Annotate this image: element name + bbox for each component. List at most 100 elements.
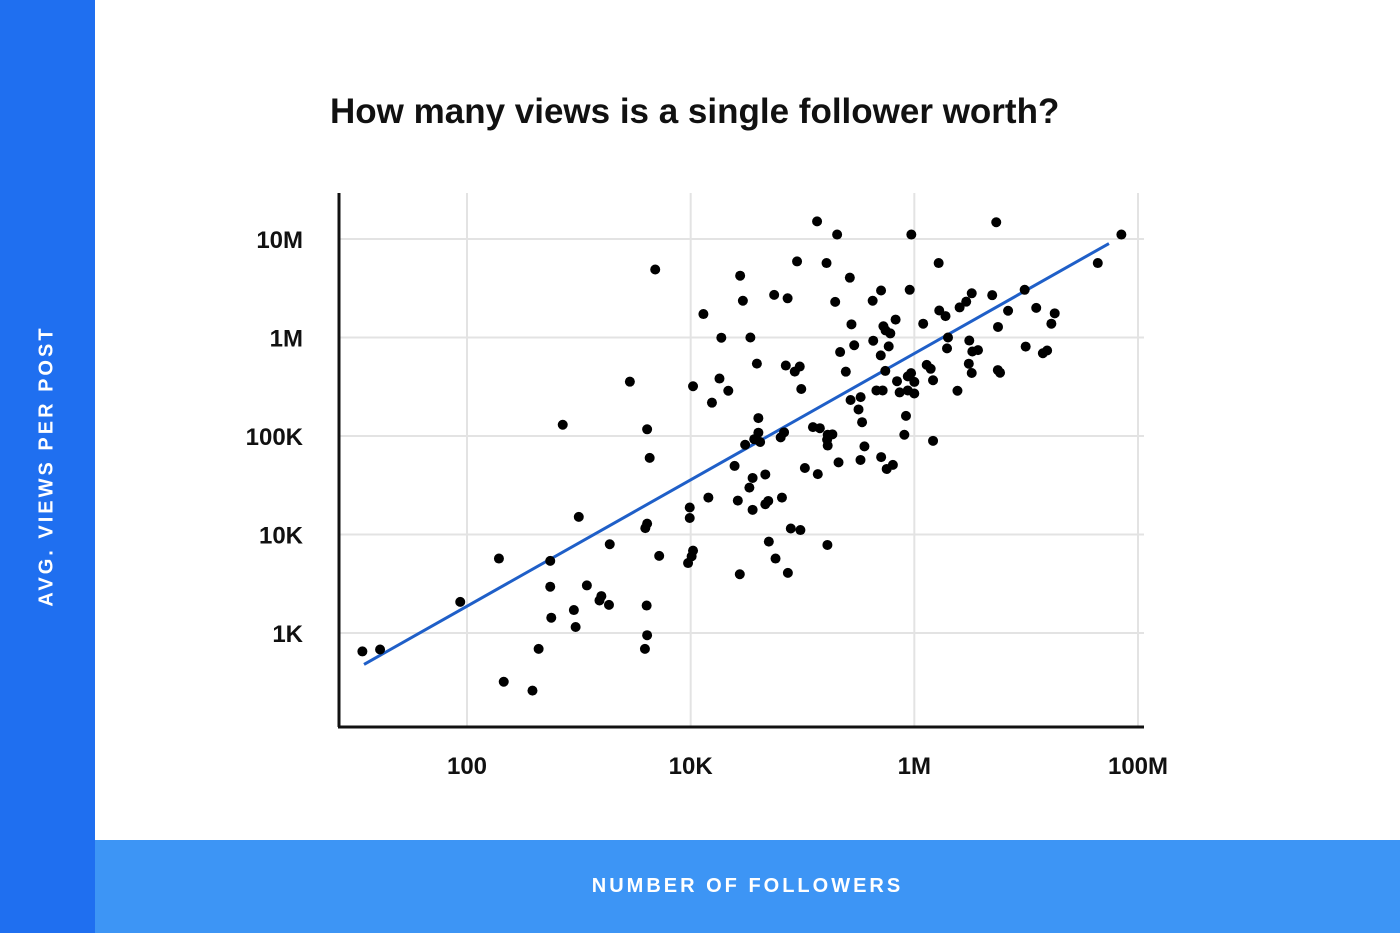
data-point (928, 435, 939, 446)
x-tick-labels: 100 10K 1M 100M (447, 753, 1168, 780)
data-point (642, 630, 653, 641)
data-point (795, 525, 806, 536)
trendline (363, 242, 1110, 666)
data-point (753, 413, 764, 424)
data-point (894, 387, 905, 398)
data-point (991, 217, 1002, 228)
data-point (933, 258, 944, 269)
data-point (995, 367, 1006, 378)
data-point (745, 332, 756, 343)
data-point (849, 340, 860, 351)
data-point (1046, 318, 1057, 329)
data-point (954, 302, 965, 313)
data-point (827, 429, 838, 440)
data-point (928, 375, 939, 386)
data-point (1031, 302, 1042, 313)
axes (337, 193, 1144, 729)
data-point (853, 404, 864, 415)
data-point (650, 264, 661, 275)
data-point (877, 385, 888, 396)
data-point (782, 567, 793, 578)
data-point (546, 612, 557, 623)
data-point (527, 685, 538, 696)
data-point (796, 384, 807, 395)
data-point (952, 385, 963, 396)
data-point (1049, 308, 1060, 319)
data-point (876, 285, 887, 296)
data-point (883, 341, 894, 352)
data-point (642, 518, 653, 529)
x-tick-label: 100 (447, 753, 487, 780)
data-point (769, 289, 780, 300)
data-point (498, 676, 509, 687)
data-point (857, 417, 868, 428)
data-point (909, 388, 920, 399)
data-point (890, 314, 901, 325)
data-point (776, 492, 787, 503)
data-point (596, 591, 607, 602)
data-point (899, 429, 910, 440)
data-point (794, 361, 805, 372)
x-tick-label: 100M (1108, 753, 1168, 780)
data-point (779, 427, 790, 438)
x-axis-label: NUMBER OF FOLLOWERS (591, 875, 904, 897)
data-point (570, 622, 581, 633)
data-point (581, 580, 592, 591)
data-point (973, 345, 984, 356)
data-point (900, 410, 911, 421)
data-point (1092, 258, 1103, 269)
data-point (624, 376, 635, 387)
data-points (357, 216, 1127, 696)
data-point (963, 358, 974, 369)
x-axis-label-panel: NUMBER OF FOLLOWERS (95, 840, 1400, 933)
data-point (812, 469, 823, 480)
data-point (782, 293, 793, 304)
data-point (799, 463, 810, 474)
data-point (875, 350, 886, 361)
data-point (740, 439, 751, 450)
data-point (822, 539, 833, 550)
data-point (735, 270, 746, 281)
data-point (942, 332, 953, 343)
data-point (1019, 284, 1030, 295)
data-point (909, 376, 920, 387)
data-point (747, 504, 758, 515)
data-point (744, 482, 755, 493)
data-point (887, 459, 898, 470)
y-tick-label: 10M (256, 227, 303, 254)
data-point (734, 569, 745, 580)
data-point (714, 373, 725, 384)
data-point (876, 452, 887, 463)
data-point (966, 368, 977, 379)
data-point (729, 460, 740, 471)
data-point (604, 539, 615, 550)
data-point (906, 368, 917, 379)
data-point (964, 335, 975, 346)
data-point (641, 600, 652, 611)
data-point (654, 550, 665, 561)
data-point (987, 290, 998, 301)
y-tick-labels: 1K 10K 100K 1M 10M (246, 227, 304, 648)
data-point (814, 423, 825, 434)
data-point (942, 343, 953, 354)
data-point (732, 495, 743, 506)
data-point (1116, 229, 1127, 240)
data-point (859, 441, 870, 452)
data-point (1003, 305, 1014, 316)
data-point (603, 599, 614, 610)
data-point (684, 513, 695, 524)
data-point (880, 365, 891, 376)
y-tick-label: 100K (246, 424, 304, 451)
data-point (840, 366, 851, 377)
data-point (1020, 341, 1031, 352)
data-point (747, 472, 758, 483)
data-point (868, 335, 879, 346)
x-tick-label: 10K (669, 753, 714, 780)
y-tick-label: 10K (259, 523, 304, 550)
data-point (375, 644, 386, 655)
data-point (785, 523, 796, 534)
chart-title: How many views is a single follower wort… (330, 92, 1060, 131)
y-tick-label: 1K (272, 621, 303, 648)
data-point (780, 360, 791, 371)
data-point (925, 363, 936, 374)
